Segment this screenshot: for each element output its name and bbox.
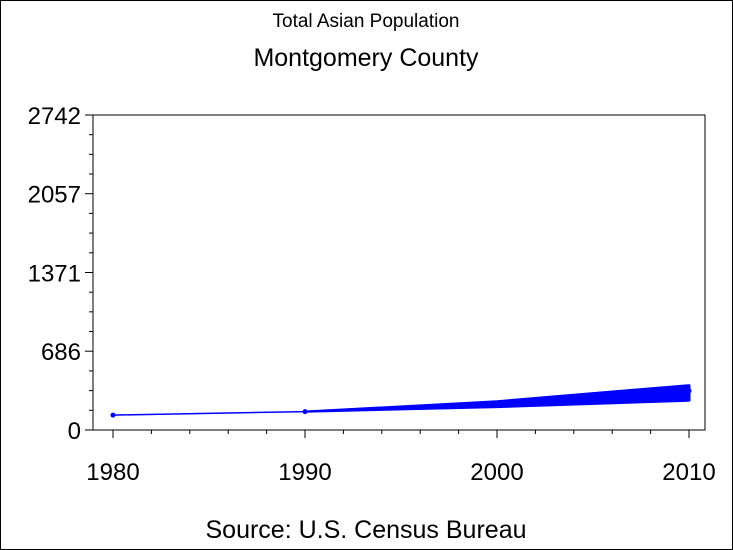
chart-subtitle: Total Asian Population bbox=[273, 11, 460, 32]
series-line bbox=[112, 390, 690, 416]
plot-area bbox=[92, 114, 706, 431]
x-tick-label: 2000 bbox=[470, 459, 523, 486]
series-layer bbox=[110, 388, 692, 418]
y-axis: 0 686 1371 2057 2742 bbox=[28, 103, 93, 445]
data-point bbox=[494, 401, 500, 407]
chart-footnote: Source: U.S. Census Bureau bbox=[206, 516, 527, 544]
y-tick-label: 1371 bbox=[28, 261, 81, 288]
x-tick-label: 1990 bbox=[278, 459, 331, 486]
y-tick-label: 0 bbox=[68, 418, 81, 445]
data-point bbox=[302, 409, 308, 415]
x-tick-label: 2010 bbox=[662, 459, 715, 486]
x-tick-label: 1980 bbox=[86, 459, 139, 486]
y-tick-label: 2742 bbox=[28, 103, 81, 130]
x-axis: 1980 1990 2000 2010 bbox=[86, 430, 716, 486]
y-tick-label: 2057 bbox=[28, 182, 81, 209]
data-point bbox=[686, 388, 692, 394]
chart-title: Montgomery County bbox=[253, 44, 479, 72]
y-tick-label: 686 bbox=[41, 339, 81, 366]
data-point bbox=[110, 412, 116, 418]
